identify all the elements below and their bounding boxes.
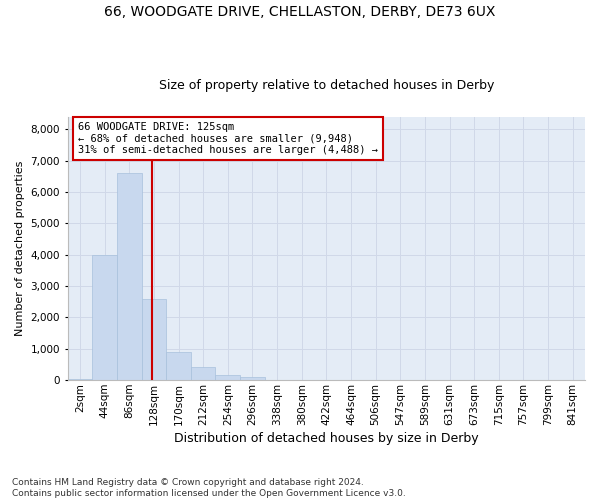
Bar [68,379,92,380]
Text: Contains HM Land Registry data © Crown copyright and database right 2024.
Contai: Contains HM Land Registry data © Crown c… [12,478,406,498]
Title: Size of property relative to detached houses in Derby: Size of property relative to detached ho… [158,79,494,92]
Bar [215,376,240,380]
Text: 66, WOODGATE DRIVE, CHELLASTON, DERBY, DE73 6UX: 66, WOODGATE DRIVE, CHELLASTON, DERBY, D… [104,5,496,19]
Bar [191,368,215,380]
Bar [117,172,142,380]
Bar [166,352,191,380]
Y-axis label: Number of detached properties: Number of detached properties [15,161,25,336]
Bar [142,300,166,380]
Bar [240,376,265,380]
Text: 66 WOODGATE DRIVE: 125sqm
← 68% of detached houses are smaller (9,948)
31% of se: 66 WOODGATE DRIVE: 125sqm ← 68% of detac… [78,122,378,155]
Bar [92,256,117,380]
X-axis label: Distribution of detached houses by size in Derby: Distribution of detached houses by size … [174,432,479,445]
